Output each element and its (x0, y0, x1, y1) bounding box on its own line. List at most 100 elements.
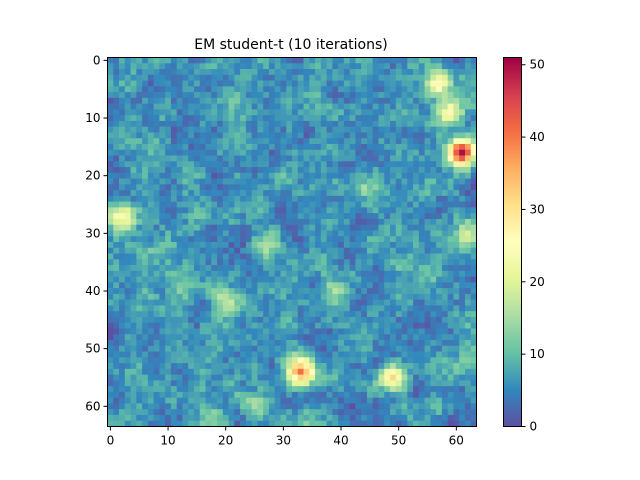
heatmap-cell (436, 311, 443, 318)
heatmap-cell (176, 316, 183, 324)
heatmap-cell (234, 92, 241, 99)
heatmap-cell (424, 120, 431, 128)
heatmap-cell (424, 230, 431, 237)
heatmap-cell (280, 334, 287, 341)
heatmap-cell (366, 276, 374, 283)
heatmap-cell (228, 276, 235, 283)
heatmap-cell (384, 380, 391, 387)
heatmap-cell (263, 74, 270, 81)
heatmap-cell (424, 282, 431, 289)
heatmap-cell (292, 270, 299, 277)
heatmap-cell (447, 92, 454, 99)
heatmap-cell (459, 167, 466, 174)
heatmap-cell (326, 230, 333, 237)
heatmap-cell (199, 236, 206, 243)
heatmap-cell (211, 345, 218, 352)
heatmap-cell (165, 207, 172, 214)
heatmap-cell (228, 316, 235, 324)
heatmap-cell (205, 126, 212, 133)
heatmap-cell (292, 363, 299, 370)
heatmap-cell (245, 92, 252, 99)
heatmap-cell (366, 120, 374, 128)
heatmap-cell (165, 57, 172, 64)
heatmap-cell (234, 190, 241, 197)
heatmap-cell (142, 86, 149, 93)
heatmap-cell (165, 126, 172, 133)
heatmap-cell (205, 311, 212, 318)
heatmap-cell (401, 345, 408, 352)
heatmap-cell (257, 172, 264, 179)
heatmap-cell (211, 328, 218, 335)
heatmap-cell (147, 86, 154, 93)
heatmap-cell (113, 138, 120, 145)
heatmap-cell (136, 409, 143, 416)
heatmap-cell (395, 242, 402, 249)
heatmap-cell (297, 115, 304, 122)
heatmap-cell (372, 207, 379, 214)
heatmap-cell (470, 345, 477, 352)
heatmap-cell (338, 334, 345, 341)
heatmap-cell (315, 391, 322, 399)
heatmap-cell (459, 293, 466, 301)
heatmap-cell (217, 126, 224, 133)
heatmap-cell (170, 201, 178, 208)
heatmap-cell (326, 420, 333, 427)
heatmap-cell (338, 218, 345, 226)
heatmap-cell (407, 397, 414, 404)
heatmap-cell (424, 414, 431, 422)
heatmap-cell (136, 247, 143, 254)
heatmap-cell (355, 293, 362, 301)
heatmap-cell (309, 357, 316, 364)
heatmap-cell (263, 363, 270, 370)
heatmap-cell (165, 270, 172, 277)
heatmap-cell (297, 230, 304, 237)
heatmap-cell (263, 340, 270, 347)
heatmap-cell (366, 299, 374, 306)
heatmap-cell (147, 74, 154, 81)
heatmap-cell (315, 340, 322, 347)
heatmap-cell (378, 368, 385, 375)
heatmap-cell (303, 253, 310, 260)
heatmap-cell (361, 380, 368, 387)
heatmap-cell (193, 132, 201, 139)
heatmap-cell (280, 265, 287, 272)
heatmap-cell (113, 143, 120, 151)
heatmap-cell (240, 143, 247, 151)
heatmap-cell (217, 63, 224, 70)
heatmap-cell (464, 259, 472, 266)
heatmap-cell (459, 340, 466, 347)
heatmap-cell (199, 420, 206, 427)
heatmap-cell (182, 293, 189, 301)
heatmap-cell (436, 184, 443, 191)
heatmap-cell (188, 368, 195, 375)
heatmap-cell (309, 184, 316, 191)
heatmap-cell (228, 288, 235, 295)
heatmap-cell (326, 103, 333, 110)
heatmap-cell (338, 311, 345, 318)
heatmap-cell (384, 109, 391, 116)
heatmap-cell (326, 172, 333, 179)
heatmap-cell (436, 322, 443, 329)
heatmap-cell (315, 253, 322, 260)
heatmap-cell (113, 351, 120, 358)
heatmap-cell (413, 403, 420, 410)
heatmap-cell (251, 403, 258, 410)
heatmap-cell (280, 386, 287, 393)
heatmap-cell (142, 213, 149, 220)
heatmap-cell (424, 109, 431, 116)
heatmap-cell (390, 247, 397, 254)
heatmap-cell (378, 167, 385, 174)
heatmap-cell (286, 149, 293, 156)
heatmap-cell (176, 224, 183, 231)
heatmap-cell (222, 155, 229, 162)
heatmap-cell (113, 109, 120, 116)
heatmap-cell (199, 328, 206, 335)
heatmap-cell (188, 265, 195, 272)
heatmap-cell (170, 69, 178, 76)
heatmap-cell (119, 126, 126, 133)
heatmap-cell (222, 340, 229, 347)
heatmap-cell (274, 265, 281, 272)
heatmap-cell (119, 86, 126, 93)
heatmap-cell (418, 380, 425, 387)
heatmap-cell (113, 86, 120, 93)
